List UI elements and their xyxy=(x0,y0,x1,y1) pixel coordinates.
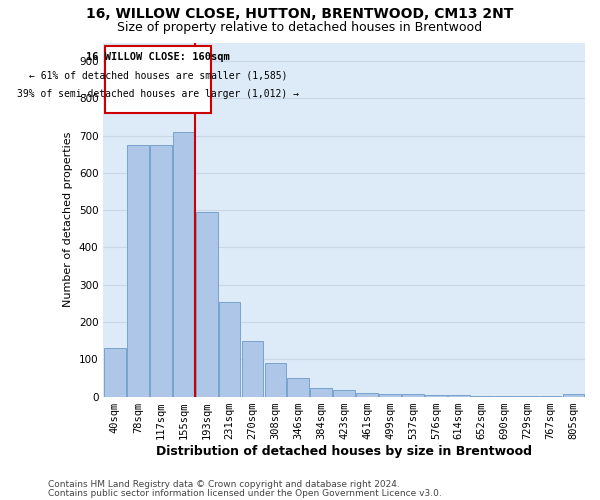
Text: ← 61% of detached houses are smaller (1,585): ← 61% of detached houses are smaller (1,… xyxy=(29,70,287,81)
Bar xyxy=(218,302,241,396)
Bar xyxy=(563,394,584,396)
Bar xyxy=(287,378,309,396)
Bar xyxy=(173,132,194,396)
Bar xyxy=(334,390,355,396)
Text: Size of property relative to detached houses in Brentwood: Size of property relative to detached ho… xyxy=(118,21,482,34)
Bar xyxy=(196,212,218,396)
Bar xyxy=(242,340,263,396)
Bar xyxy=(150,145,172,397)
Bar xyxy=(379,394,401,396)
Text: 16 WILLOW CLOSE: 160sqm: 16 WILLOW CLOSE: 160sqm xyxy=(86,52,230,62)
Bar xyxy=(356,393,378,396)
Bar xyxy=(310,388,332,396)
Text: Contains public sector information licensed under the Open Government Licence v3: Contains public sector information licen… xyxy=(48,490,442,498)
FancyBboxPatch shape xyxy=(104,46,211,114)
X-axis label: Distribution of detached houses by size in Brentwood: Distribution of detached houses by size … xyxy=(156,444,532,458)
Bar xyxy=(104,348,126,397)
Text: 39% of semi-detached houses are larger (1,012) →: 39% of semi-detached houses are larger (… xyxy=(17,89,299,99)
Bar xyxy=(402,394,424,396)
Bar xyxy=(127,145,149,397)
Y-axis label: Number of detached properties: Number of detached properties xyxy=(64,132,73,307)
Text: Contains HM Land Registry data © Crown copyright and database right 2024.: Contains HM Land Registry data © Crown c… xyxy=(48,480,400,489)
Text: 16, WILLOW CLOSE, HUTTON, BRENTWOOD, CM13 2NT: 16, WILLOW CLOSE, HUTTON, BRENTWOOD, CM1… xyxy=(86,8,514,22)
Bar xyxy=(425,395,447,396)
Bar xyxy=(265,363,286,396)
